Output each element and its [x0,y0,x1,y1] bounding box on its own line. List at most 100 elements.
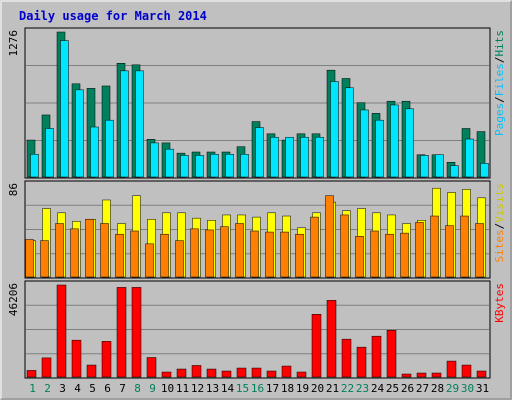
bar-files [60,40,69,178]
bar-kbytes [416,372,427,378]
bar-sites [130,230,139,278]
y-max-label: 1276 [7,30,20,57]
bar-sites [295,233,304,278]
bar-files [45,128,54,178]
bar-files [300,136,309,178]
x-tick-label: 6 [104,382,111,395]
axis-label-visits: Visits [493,183,506,223]
bar-kbytes [296,371,307,378]
x-tick-label: 7 [119,382,126,395]
x-tick-label: 12 [191,382,204,395]
bar-kbytes [401,373,412,378]
x-tick-label: 31 [476,382,489,395]
bar-kbytes [311,314,322,378]
x-tick-label: 20 [311,382,324,395]
panel-frame [24,27,491,179]
bar-kbytes [326,300,337,378]
x-tick-label: 2 [44,382,51,395]
bar-kbytes [341,338,352,378]
bar-files [90,126,99,178]
bar-kbytes [356,346,367,378]
x-tick-label: 25 [386,382,399,395]
x-tick-label: 13 [206,382,219,395]
bar-sites [325,195,334,278]
chart-title: Daily usage for March 2014 [19,9,207,23]
bar-files [135,70,144,178]
bar-kbytes [476,370,487,378]
bar-kbytes [191,365,202,378]
bar-kbytes [26,370,37,378]
bar-sites [250,230,259,278]
bar-kbytes [56,284,67,378]
bar-sites [355,236,364,278]
bar-sites [310,216,319,278]
bar-sites [430,215,439,278]
bar-files [195,155,204,178]
bar-sites [40,240,49,278]
bar-files [435,154,444,178]
bar-kbytes [251,367,262,378]
bar-files [345,87,354,178]
x-tick-label: 17 [266,382,279,395]
x-tick-label: 5 [89,382,96,395]
bar-files [450,165,459,178]
x-tick-label: 24 [371,382,385,395]
bar-files [165,148,174,178]
bar-kbytes [116,287,127,378]
bar-files [285,136,294,178]
bar-files [240,154,249,178]
x-tick-label: 26 [401,382,414,395]
bar-sites [235,223,244,278]
x-tick-label: 23 [356,382,369,395]
bar-files [465,138,474,178]
bar-kbytes [371,335,382,378]
bar-kbytes [281,365,292,378]
bar-sites [445,225,454,278]
x-tick-label: 10 [161,382,174,395]
bar-sites [190,228,199,278]
bar-sites [415,222,424,278]
bar-sites [460,215,469,278]
bar-kbytes [161,371,172,378]
x-tick-label: 18 [281,382,294,395]
panel-frame [24,280,491,379]
bar-kbytes [176,368,187,378]
right-axis-label: Sites/Visits [493,183,506,263]
bar-files [360,109,369,178]
bar-files [255,127,264,178]
bar-sites [70,228,79,278]
bar-files [390,104,399,178]
bar-sites [280,231,289,278]
x-tick-label: 11 [176,382,189,395]
bar-files [120,70,129,178]
bar-kbytes [461,364,472,378]
x-tick-label: 29 [446,382,459,395]
axis-label-separator: / [493,96,506,103]
bar-sites [265,231,274,278]
bar-files [270,136,279,178]
x-tick-label: 27 [416,382,429,395]
bar-sites [100,223,109,278]
bar-files [210,154,219,178]
bar-sites [145,243,154,278]
bar-sites [160,233,169,278]
bar-files [420,155,429,178]
bar-kbytes [206,368,217,378]
bar-files [30,154,39,178]
x-tick-label: 4 [74,382,81,395]
axis-label-separator: / [493,223,506,230]
x-tick-label: 16 [251,382,264,395]
bar-files [480,163,489,178]
right-axis-label: Pages/Files/Hits [493,30,506,136]
x-tick-label: 14 [221,382,235,395]
y-max-label: 86 [7,183,20,196]
x-tick-label: 19 [296,382,309,395]
bar-sites [25,239,34,278]
bar-sites [400,232,409,278]
x-tick-label: 9 [149,382,156,395]
bar-sites [115,233,124,278]
